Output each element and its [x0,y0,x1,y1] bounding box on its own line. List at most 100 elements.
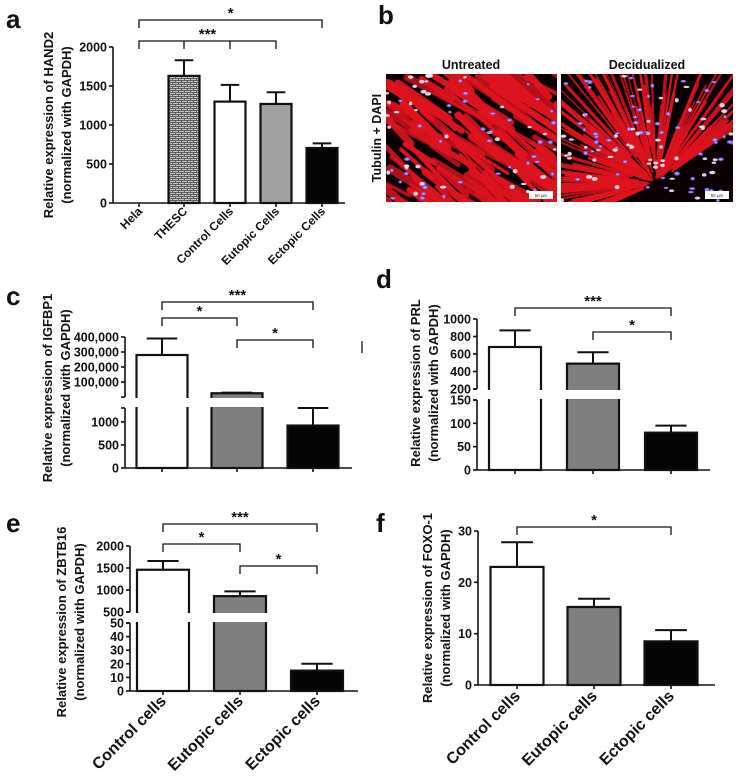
y-tick-label: 400 [450,365,471,379]
bar-rect [212,595,268,693]
y-tick-label: 10 [110,671,124,685]
bar-ectopic-cells [643,424,699,472]
y-axis-label-normalization: (normalized with GAPDH) [438,529,453,686]
y-tick-label: 1000 [91,415,119,429]
x-tick-label: THESC [151,204,190,243]
axis-break-gap [486,390,544,399]
panel-b-microscopy: b Untreated Decidualized Tubulin + DAPI … [370,0,733,202]
y-axis-label: Relative expression of HAND2 [41,32,56,218]
panel-letter-a: a [6,4,21,34]
y-axis-label: Relative expression of FOXO-1 [420,513,435,703]
x-tick-label: Control cells [443,688,524,769]
bar-rect [286,424,340,470]
significance-bracket [138,19,323,28]
x-tick-label: Ectopic cells [243,693,324,774]
bar-control-cells [134,559,192,693]
bar-rect [259,102,293,205]
bar-eutopic-cells [211,590,269,693]
significance-label: *** [199,26,217,43]
bar-control-cells [489,541,545,687]
significance-label: * [591,512,597,529]
y-axis-label-normalization: (normalized with GAPDH) [72,543,87,700]
significance-label: * [197,303,203,320]
image-title-untreated: Untreated [442,58,500,72]
x-tick-label: Eutopic cells [165,693,247,775]
micrograph-decidualized: 50 µm [561,74,733,202]
error-bar [147,559,179,570]
significance-bracket [592,331,672,340]
y-axis-label-normalization: (normalized with GAPDH) [59,46,74,203]
significance-bracket [162,543,241,552]
significance-label: * [199,529,205,546]
y-tick-label: 500 [86,158,107,172]
bar-eutopic-cells [566,597,622,687]
axis-break-gap [133,398,191,407]
y-tick-label: 300,000 [74,346,119,360]
y-tick-label: 50 [457,440,471,454]
bar-ectopic-cells [286,407,340,470]
svg-text:50 µm: 50 µm [711,193,724,198]
x-tick-label: Ectopic cells [597,688,678,769]
error-bar [220,83,240,102]
y-axis-label: Relative expression of IGFBP1 [40,294,55,483]
bar-control-cells [213,83,247,205]
y-tick-label: 0 [465,679,472,693]
y-tick-label: 1000 [96,584,124,598]
bar-ectopic-cells [289,662,345,693]
error-bar [578,597,610,607]
y-tick-label: 1000 [79,119,107,133]
error-bar [655,629,687,642]
y-axis-label-normalization: (normalized with GAPDH) [426,304,441,461]
x-tick-label: Eutopic cells [519,688,601,770]
row-label-tubulin-dapi: Tubulin + DAPI [370,94,384,182]
significance-label: * [228,5,234,22]
significance-label: *** [584,293,602,310]
significance-label: *** [231,509,249,526]
svg-text:50 µm: 50 µm [535,193,548,198]
bar-rect [487,345,543,472]
y-tick-label: 20 [458,576,472,590]
y-axis-label-normalization: (normalized with GAPDH) [58,309,73,466]
axis-break-gap [134,613,192,622]
y-tick-label: 500 [103,606,124,620]
axis-break-gap [564,390,622,399]
significance-bracket [162,523,318,532]
y-tick-label: 1000 [443,313,471,327]
significance-bracket [161,317,238,326]
y-tick-label: 100 [450,417,471,431]
bar-rect [135,568,191,693]
significance-label: * [276,551,282,568]
error-bar [577,351,609,364]
bar-rect [643,640,699,687]
y-tick-label: 800 [450,330,471,344]
bar-rect [289,669,345,693]
error-bar [501,541,533,567]
y-tick-label: 1500 [79,80,107,94]
y-tick-label: 0 [464,464,471,478]
bar-eutopic-cells [259,91,293,205]
significance-bracket [516,526,672,535]
significance-bracket [236,339,314,348]
error-bar [655,424,687,433]
y-tick-label: 50 [110,617,124,631]
y-tick-label: 10 [458,627,472,641]
panel-letter-c: c [6,281,20,311]
panel-c-igfbp1-chart: c Relative expression of IGFBP1 (normalize… [6,281,352,482]
image-title-decidualized: Decidualized [609,58,685,72]
x-tick-label: Hela [117,204,145,232]
y-tick-label: 2000 [96,540,124,554]
y-tick-label: 200 [450,383,471,397]
panel-letter-f: f [376,508,385,538]
bar-rect [135,353,189,470]
bar-rect [167,74,201,205]
bar-ectopic-cells [305,142,339,205]
y-tick-label: 200,000 [74,361,119,375]
panel-e-zbtb16-chart: e Relative expression of ZBTB16 (normalize… [6,508,358,775]
axis-break-gap [208,398,266,407]
bar-rect [566,605,622,687]
y-tick-label: 30 [110,644,124,658]
bar-control-cells [486,329,544,472]
y-tick-label: 150 [450,394,471,408]
significance-bracket [239,565,318,574]
